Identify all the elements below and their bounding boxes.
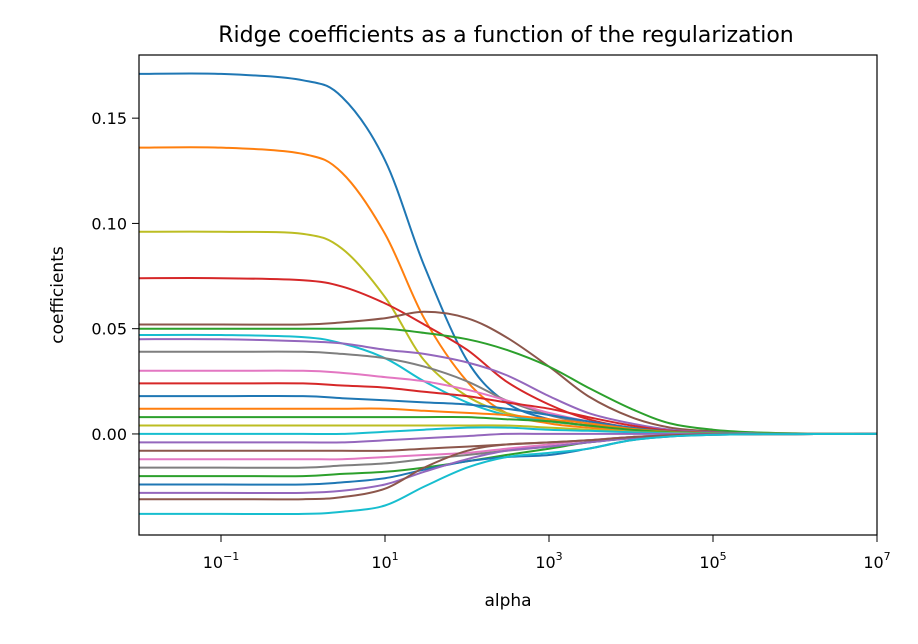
x-tick-label-3: 103	[535, 550, 562, 572]
x-axis-label: alpha	[484, 591, 531, 611]
x-tick-label-5: 107	[863, 550, 890, 572]
y-axis-label: coefficients	[48, 246, 68, 344]
y-axis-ticks: 0.00 0.05 0.10 0.15	[91, 109, 139, 444]
y-tick-label-2: 0.05	[91, 320, 127, 339]
y-tick-label-3: 0.10	[91, 214, 127, 233]
y-tick-label-4: 0.15	[91, 109, 127, 128]
coefficient-line-2	[139, 146, 877, 435]
coefficient-line-13	[139, 407, 877, 435]
x-tick-label-1: 10−1	[203, 550, 240, 572]
series-layer	[139, 72, 877, 516]
y-tick-label-1: 0.00	[91, 425, 127, 444]
coefficient-line-24	[139, 432, 877, 501]
coefficient-line-1	[139, 72, 877, 435]
x-axis-ticks: 10−1 101 103 105 107	[203, 535, 891, 572]
plot-frame	[138, 54, 878, 536]
coefficient-line-25	[139, 432, 877, 516]
x-tick-label-4: 105	[699, 550, 726, 572]
coefficient-line-4	[139, 277, 877, 435]
coefficient-line-21	[139, 432, 877, 478]
chart-title: Ridge coefficients as a function of the …	[218, 23, 793, 48]
x-tick-label-2: 101	[371, 550, 398, 572]
coefficient-line-9	[139, 350, 877, 435]
